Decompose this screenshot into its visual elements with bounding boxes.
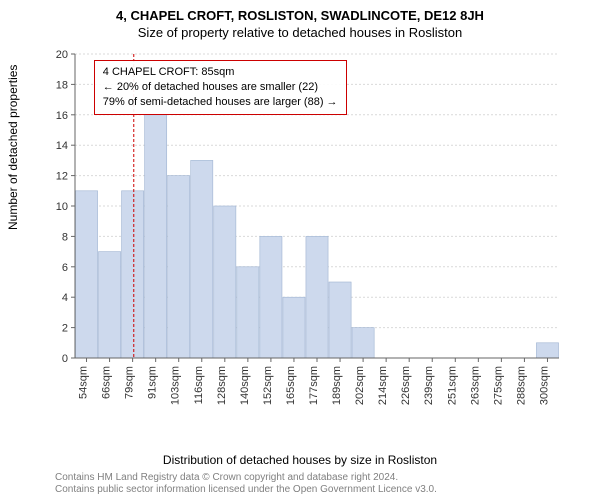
page-subtitle: Size of property relative to detached ho… (0, 25, 600, 40)
svg-text:116sqm: 116sqm (193, 366, 205, 404)
svg-text:300sqm: 300sqm (538, 366, 550, 405)
svg-text:4: 4 (62, 292, 68, 304)
callout-line: ← 20% of detached houses are smaller (22… (103, 80, 338, 95)
callout-line: 79% of semi-detached houses are larger (… (103, 95, 338, 110)
svg-text:20: 20 (56, 49, 68, 61)
svg-text:0: 0 (62, 353, 68, 365)
svg-text:251sqm: 251sqm (446, 366, 458, 405)
svg-text:128sqm: 128sqm (216, 366, 228, 405)
svg-text:165sqm: 165sqm (285, 366, 297, 405)
svg-text:103sqm: 103sqm (170, 366, 182, 405)
svg-text:202sqm: 202sqm (354, 366, 366, 405)
header: 4, CHAPEL CROFT, ROSLISTON, SWADLINCOTE,… (0, 0, 600, 40)
x-axis-label: Distribution of detached houses by size … (0, 453, 600, 467)
svg-text:152sqm: 152sqm (262, 366, 274, 405)
svg-text:275sqm: 275sqm (492, 366, 504, 405)
svg-text:16: 16 (56, 110, 68, 122)
svg-text:12: 12 (56, 171, 68, 183)
svg-text:8: 8 (62, 231, 68, 243)
svg-text:288sqm: 288sqm (515, 366, 527, 405)
histogram-chart: 0 2 4 6 8 10 12 14 16 18 20 54sqm 66sqm 79sqm 91sqm 103… (55, 48, 565, 413)
footer-line-1: Contains HM Land Registry data © Crown c… (55, 472, 437, 484)
svg-text:214sqm: 214sqm (377, 366, 389, 405)
svg-text:177sqm: 177sqm (308, 366, 320, 405)
svg-text:14: 14 (56, 140, 68, 152)
svg-text:66sqm: 66sqm (101, 366, 113, 399)
footer-line-2: Contains public sector information licen… (55, 484, 437, 496)
svg-text:239sqm: 239sqm (423, 366, 435, 405)
footer-attribution: Contains HM Land Registry data © Crown c… (55, 472, 437, 496)
svg-text:263sqm: 263sqm (469, 366, 481, 405)
svg-text:6: 6 (62, 262, 68, 274)
svg-text:189sqm: 189sqm (331, 366, 343, 405)
svg-text:18: 18 (56, 79, 68, 91)
y-axis-label: Number of detached properties (6, 65, 20, 230)
callout-line: 4 CHAPEL CROFT: 85sqm (103, 65, 338, 80)
svg-text:140sqm: 140sqm (239, 366, 251, 405)
marker-callout: 4 CHAPEL CROFT: 85sqm← 20% of detached h… (94, 60, 347, 115)
svg-text:91sqm: 91sqm (147, 366, 159, 399)
svg-text:54sqm: 54sqm (78, 366, 90, 399)
svg-text:2: 2 (62, 323, 68, 335)
svg-text:79sqm: 79sqm (124, 366, 136, 399)
svg-text:10: 10 (56, 201, 68, 213)
page-title: 4, CHAPEL CROFT, ROSLISTON, SWADLINCOTE,… (0, 8, 600, 23)
svg-text:226sqm: 226sqm (400, 366, 412, 405)
